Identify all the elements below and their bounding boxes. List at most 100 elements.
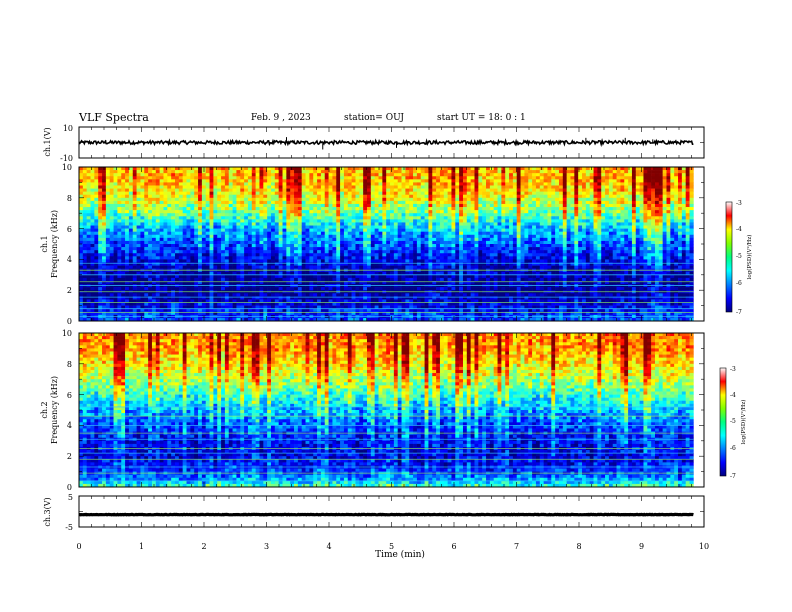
spectrogram-cell (324, 317, 329, 322)
spectrogram-cell (309, 179, 314, 183)
spectrogram-cell (305, 185, 310, 189)
spectrogram-cell (217, 271, 222, 276)
spectrogram-cell (301, 244, 306, 248)
spectrogram-cell (397, 173, 402, 177)
spectrogram-cell (439, 262, 445, 266)
spectrogram-cell (132, 207, 137, 211)
spectrogram-cell (443, 203, 448, 208)
spectrogram-cell (94, 299, 99, 303)
spectrogram-cell (251, 216, 256, 220)
spectrogram-cell (347, 287, 352, 291)
spectrogram-cell (282, 188, 287, 192)
spectrogram-cell (393, 194, 399, 199)
spectrogram-cell (386, 194, 391, 199)
spectrogram-cell (328, 191, 333, 196)
spectrogram-cell (451, 207, 456, 211)
spectrogram-cell (305, 253, 310, 257)
spectrogram-cell (209, 271, 214, 276)
spectrogram-cell (140, 253, 145, 257)
spectrogram-cell (305, 280, 310, 285)
spectrogram-cell (270, 244, 276, 248)
spectrogram-cell (167, 182, 172, 186)
spectrogram-cell (198, 203, 203, 208)
spectrogram-cell (320, 293, 326, 297)
spectrogram-cell (105, 317, 111, 322)
spectrogram-cell (278, 271, 283, 276)
spectrogram-cell (366, 216, 372, 220)
spectrogram-cell (443, 262, 448, 266)
spectrogram-cell (332, 228, 337, 232)
spectrogram-cell (390, 305, 395, 309)
spectrogram-cell (228, 213, 233, 217)
spectrogram-cell (228, 287, 233, 291)
spectrogram-cell (401, 200, 406, 205)
spectrogram-cell (305, 240, 310, 245)
spectrogram-cell (294, 299, 299, 303)
spectrogram-cell (343, 200, 349, 205)
spectrogram-cell (297, 259, 303, 263)
spectrogram-cell (171, 271, 176, 276)
spectrogram-cell (328, 213, 333, 217)
spectrogram-cell (117, 185, 122, 189)
spectrogram-cell (79, 188, 84, 192)
spectrogram-cell (109, 287, 114, 291)
spectrogram-cell (125, 262, 130, 266)
spectrogram-cell (228, 256, 233, 260)
spectrogram-cell (82, 287, 87, 291)
spectrogram-cell (439, 234, 445, 239)
spectrogram-cell (128, 173, 134, 177)
spectrogram-cell (340, 253, 345, 257)
spectrogram-cell (428, 170, 433, 174)
spectrogram-cell (301, 197, 306, 202)
spectrogram-cell (282, 274, 287, 279)
spectrogram-cell (86, 296, 91, 300)
spectrogram-cell (294, 280, 299, 285)
spectrogram-cell (405, 287, 410, 291)
spectrogram-cell (128, 191, 134, 196)
spectrogram-cell (190, 244, 195, 248)
spectrogram-cell (305, 265, 310, 269)
spectrogram-cell (347, 194, 352, 199)
spectrogram-cell (386, 262, 391, 266)
spectrogram-cell (359, 219, 364, 223)
spectrogram-cell (301, 311, 306, 316)
spectrogram-cell (159, 274, 164, 279)
spectrogram-cell (309, 287, 314, 291)
spectrogram-cell (167, 244, 172, 248)
spectrogram-cell (278, 170, 283, 174)
spectrogram-cell (436, 305, 441, 309)
spectrogram-cell (320, 296, 326, 300)
spectrogram-cell (370, 250, 375, 254)
spectrogram-cell (163, 182, 168, 186)
spectrogram-cell (290, 274, 295, 279)
spectrogram-cell (79, 219, 84, 223)
spectrogram-cell (178, 311, 183, 316)
spectrogram-cell (198, 225, 203, 229)
spectrogram-cell (132, 191, 137, 196)
spectrogram-cell (436, 280, 441, 285)
spectrogram-cell (90, 207, 95, 211)
spectrogram-cell (109, 317, 114, 322)
spectrogram-cell (221, 182, 226, 186)
spectrogram-cell (224, 250, 230, 254)
spectrogram-cell (451, 210, 456, 214)
spectrogram-cell (94, 293, 99, 297)
spectrogram-cell (171, 185, 176, 189)
spectrogram-cell (263, 182, 268, 186)
spectrogram-cell (286, 277, 291, 282)
spectrogram-cell (282, 167, 287, 171)
spectrogram-cell (90, 259, 95, 263)
spectrogram-cell (82, 317, 87, 322)
spectrogram-cell (416, 231, 422, 236)
spectrogram-cell (132, 302, 137, 306)
spectrogram-cell (159, 244, 164, 248)
spectrogram-cell (201, 250, 207, 254)
spectrogram-cell (332, 287, 337, 291)
spectrogram-cell (105, 253, 111, 257)
spectrogram-cell (175, 308, 180, 313)
spectrogram-cell (102, 244, 107, 248)
spectrogram-cell (436, 287, 441, 291)
spectrogram-cell (102, 311, 107, 316)
spectrogram-cell (278, 219, 283, 223)
spectrogram-cell (370, 247, 375, 251)
